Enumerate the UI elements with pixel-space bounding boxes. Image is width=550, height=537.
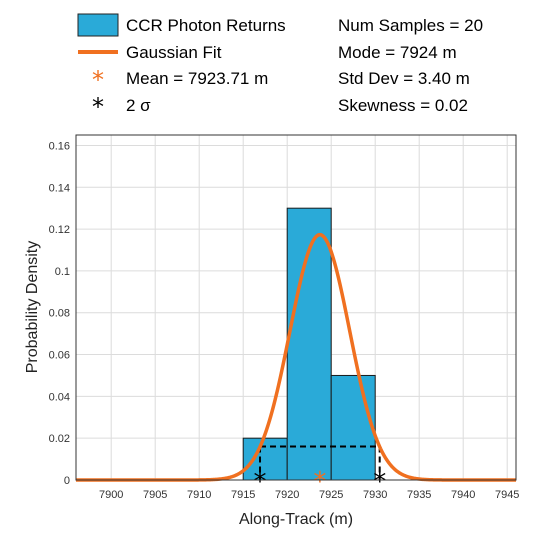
markers: * * *	[254, 467, 387, 497]
x-axis-label: Along-Track (m)	[239, 511, 353, 528]
legend-label-histogram: CCR Photon Returns	[126, 16, 286, 35]
x-tick-label-5: 7925	[319, 489, 343, 501]
x-tick-labels: 7900 7905 7910 7915 7920 7925 7930 7935 7940 7945	[99, 489, 519, 501]
x-tick-label-8: 7940	[451, 489, 475, 501]
legend-swatch-histogram	[77, 13, 119, 37]
histogram-bar-2	[330, 374, 376, 481]
legend-mean-asterisk-icon: *	[92, 66, 104, 94]
legend: CCR Photon Returns Gaussian Fit * Mean =…	[77, 13, 483, 121]
stat-std-dev: Std Dev = 3.40 m	[338, 69, 470, 88]
stat-skewness: Skewness = 0.02	[338, 96, 468, 115]
x-tick-label-7: 7935	[407, 489, 431, 501]
y-tick-label-0: 0	[64, 475, 70, 487]
y-tick-label-1: 0.02	[49, 433, 70, 445]
histogram-bar-0	[242, 437, 288, 481]
y-tick-label-4: 0.08	[49, 308, 70, 320]
y-tick-label-7: 0.14	[49, 182, 70, 194]
legend-label-sigma: 2 σ	[126, 96, 151, 115]
x-tick-label-3: 7915	[231, 489, 255, 501]
stat-mode: Mode = 7924 m	[338, 43, 457, 62]
legend-sigma-asterisk-icon: *	[92, 93, 104, 121]
y-tick-label-8: 0.16	[49, 140, 70, 152]
y-tick-label-2: 0.04	[49, 391, 70, 403]
x-tick-label-9: 7945	[495, 489, 519, 501]
x-tick-label-6: 7930	[363, 489, 387, 501]
sigma-marker-0: *	[254, 467, 267, 497]
legend-label-mean: Mean = 7923.71 m	[126, 69, 268, 88]
plot-frame	[75, 134, 517, 481]
y-tick-label-3: 0.06	[49, 350, 70, 362]
sigma-marker-1: *	[373, 467, 386, 497]
legend-label-gaussian: Gaussian Fit	[126, 43, 222, 62]
x-tick-label-4: 7920	[275, 489, 299, 501]
y-tick-label-6: 0.12	[49, 224, 70, 236]
x-tick-label-0: 7900	[99, 489, 123, 501]
stat-num-samples: Num Samples = 20	[338, 16, 483, 35]
y-axis-label: Probability Density	[24, 241, 41, 374]
y-tick-labels: 0 0.02 0.04 0.06 0.08 0.1 0.12 0.14 0.16	[49, 140, 70, 487]
y-tick-label-5: 0.1	[55, 266, 70, 278]
sigma-box	[259, 445, 381, 480]
x-tick-label-2: 7910	[187, 489, 211, 501]
x-tick-label-1: 7905	[143, 489, 167, 501]
mean-marker: *	[313, 467, 326, 497]
